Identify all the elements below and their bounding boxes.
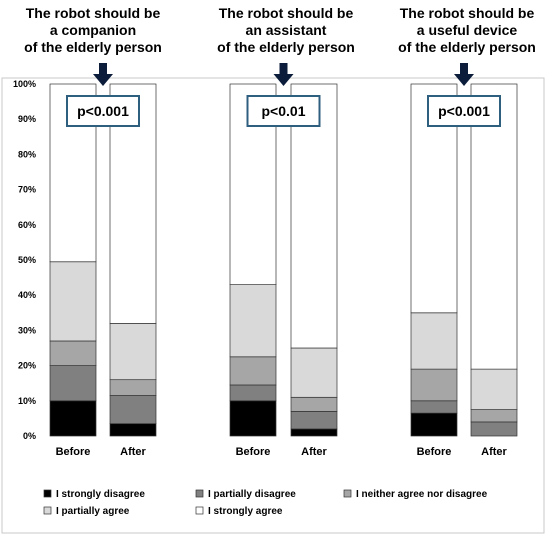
bar-segment [109, 379, 157, 396]
y-tick-label: 30% [18, 325, 36, 335]
bar-segment [49, 400, 97, 437]
y-tick-label: 70% [18, 185, 36, 195]
legend-swatch [195, 489, 204, 498]
y-tick-label: 80% [18, 149, 36, 159]
category-labels: Before After Before After Before After [56, 446, 508, 458]
p-value-label: p<0.001 [438, 103, 490, 119]
legend-label: I strongly disagree [56, 489, 145, 500]
bar-segment [290, 411, 338, 430]
y-tick-label: 10% [18, 396, 36, 406]
arrow-icon [460, 63, 468, 75]
arrow-icon [93, 74, 113, 86]
legend-swatch [43, 489, 52, 498]
y-tick-label: 100% [13, 79, 36, 89]
bar-segment [290, 428, 338, 437]
category-label: After [120, 446, 146, 458]
legend-swatch [195, 506, 204, 515]
legend: I strongly disagree I partially disagree I… [43, 489, 488, 517]
bar-segment [470, 421, 518, 437]
bar-segment [470, 368, 518, 410]
panel-title-line: The robot should be [219, 5, 354, 21]
y-tick-label: 90% [18, 114, 36, 124]
legend-swatch [343, 489, 352, 498]
panel-title-line: of the elderly person [217, 39, 355, 55]
panel-title-line: a companion [50, 22, 136, 38]
bar-segment [109, 423, 157, 437]
legend-label: I neither agree nor disagree [356, 489, 488, 500]
bar-segment [229, 284, 277, 358]
arrow-icon [279, 63, 288, 75]
panel-title-line: a useful device [417, 22, 518, 38]
bar-segment [49, 340, 97, 366]
bar-segment [49, 261, 97, 342]
category-label: Before [236, 446, 271, 458]
bar-segment [410, 368, 458, 402]
bar-segment [470, 409, 518, 423]
bar-segment [410, 400, 458, 414]
plot-frame [1, 77, 545, 534]
bar-segment [290, 396, 338, 412]
category-label: Before [56, 446, 91, 458]
y-tick-label: 60% [18, 220, 36, 230]
category-label: After [481, 446, 507, 458]
arrows [93, 63, 474, 86]
y-tick-label: 20% [18, 361, 36, 371]
p-value-label: p<0.01 [262, 103, 306, 119]
bar-segment [410, 412, 458, 437]
bar-segment [109, 323, 157, 381]
category-label: After [301, 446, 327, 458]
p-values: p<0.001 p<0.01 p<0.001 [66, 95, 501, 127]
y-tick-label: 50% [18, 255, 36, 265]
legend-swatch [43, 506, 52, 515]
bars [49, 83, 518, 437]
bar-segment [229, 356, 277, 386]
y-tick-label: 0% [23, 431, 36, 441]
arrow-icon [454, 74, 474, 86]
bar-segment [49, 365, 97, 402]
y-tick-label: 40% [18, 290, 36, 300]
panel-title-line: of the elderly person [398, 39, 536, 55]
bar-segment [229, 400, 277, 437]
bar-segment [109, 395, 157, 425]
bar-segment [410, 312, 458, 370]
arrow-icon [99, 63, 107, 75]
p-value-box [427, 95, 501, 127]
panel-title-line: of the elderly person [24, 39, 162, 55]
p-value-box [66, 95, 140, 127]
panel-title-line: The robot should be [400, 5, 535, 21]
legend-label: I partially agree [56, 506, 130, 517]
category-label: Before [417, 446, 452, 458]
p-value-label: p<0.001 [77, 103, 129, 119]
bar-segment [290, 347, 338, 398]
legend-label: I strongly agree [208, 506, 283, 517]
bar-segment [470, 83, 518, 370]
y-axis: 0% 10% 20% 30% 40% 50% 60% 70% 80% 90% 100% [13, 79, 36, 441]
p-value-box [246, 95, 321, 127]
panel-title-line: The robot should be [26, 5, 161, 21]
bar-segment [229, 384, 277, 402]
legend-label: I partially disagree [208, 489, 296, 500]
bar-segment [290, 83, 338, 349]
arrow-icon [273, 74, 294, 86]
panel-title-line: an assistant [246, 22, 327, 38]
